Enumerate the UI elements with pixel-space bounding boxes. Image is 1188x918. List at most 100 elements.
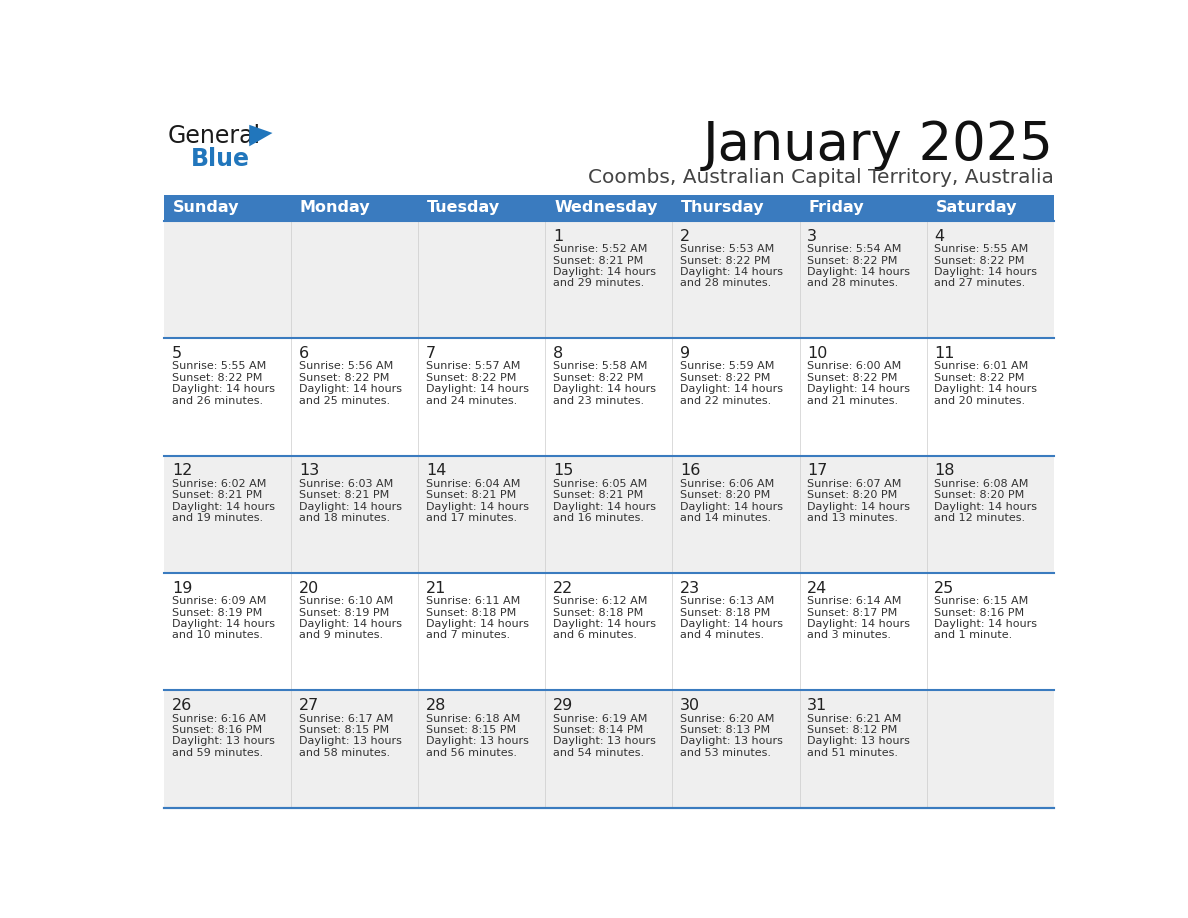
Text: Sunset: 8:22 PM: Sunset: 8:22 PM	[426, 373, 517, 383]
Text: Sunrise: 6:06 AM: Sunrise: 6:06 AM	[681, 479, 775, 489]
Text: Daylight: 14 hours: Daylight: 14 hours	[934, 267, 1037, 277]
Text: Saturday: Saturday	[935, 200, 1017, 216]
Text: Daylight: 14 hours: Daylight: 14 hours	[299, 385, 402, 394]
Text: Sunset: 8:13 PM: Sunset: 8:13 PM	[681, 725, 770, 735]
Text: Sunrise: 6:17 AM: Sunrise: 6:17 AM	[299, 713, 393, 723]
Text: Sunset: 8:18 PM: Sunset: 8:18 PM	[681, 608, 770, 618]
Text: Sunrise: 6:20 AM: Sunrise: 6:20 AM	[681, 713, 775, 723]
Text: Sunset: 8:17 PM: Sunset: 8:17 PM	[808, 608, 897, 618]
Text: Blue: Blue	[191, 147, 251, 171]
Text: Sunrise: 5:59 AM: Sunrise: 5:59 AM	[681, 362, 775, 372]
Text: Friday: Friday	[808, 200, 864, 216]
Text: 23: 23	[681, 581, 700, 596]
Text: and 16 minutes.: and 16 minutes.	[554, 513, 644, 523]
Bar	[164, 573, 1054, 690]
Text: 10: 10	[808, 346, 828, 361]
Text: 24: 24	[808, 581, 828, 596]
Text: Daylight: 14 hours: Daylight: 14 hours	[172, 619, 274, 629]
Text: and 9 minutes.: and 9 minutes.	[299, 631, 383, 641]
Text: Sunrise: 6:02 AM: Sunrise: 6:02 AM	[172, 479, 266, 489]
Text: and 22 minutes.: and 22 minutes.	[681, 396, 771, 406]
Text: General: General	[168, 124, 261, 148]
Text: Sunset: 8:18 PM: Sunset: 8:18 PM	[426, 608, 517, 618]
Text: 20: 20	[299, 581, 320, 596]
Text: and 25 minutes.: and 25 minutes.	[299, 396, 390, 406]
Text: 4: 4	[934, 229, 944, 244]
Text: Sunrise: 6:10 AM: Sunrise: 6:10 AM	[299, 596, 393, 606]
Text: 29: 29	[554, 698, 574, 713]
Text: and 54 minutes.: and 54 minutes.	[554, 748, 644, 757]
Text: 1: 1	[554, 229, 563, 244]
Text: 3: 3	[808, 229, 817, 244]
Text: Daylight: 13 hours: Daylight: 13 hours	[808, 736, 910, 746]
Text: Daylight: 14 hours: Daylight: 14 hours	[934, 385, 1037, 394]
Text: Daylight: 14 hours: Daylight: 14 hours	[426, 501, 529, 511]
Text: Daylight: 13 hours: Daylight: 13 hours	[681, 736, 783, 746]
Text: and 53 minutes.: and 53 minutes.	[681, 748, 771, 757]
Text: Daylight: 14 hours: Daylight: 14 hours	[681, 619, 783, 629]
Text: Sunrise: 6:13 AM: Sunrise: 6:13 AM	[681, 596, 775, 606]
Text: Sunset: 8:22 PM: Sunset: 8:22 PM	[681, 255, 771, 265]
Text: and 28 minutes.: and 28 minutes.	[808, 278, 898, 288]
Text: Daylight: 14 hours: Daylight: 14 hours	[934, 501, 1037, 511]
Text: Sunset: 8:22 PM: Sunset: 8:22 PM	[808, 255, 898, 265]
Text: Sunrise: 6:16 AM: Sunrise: 6:16 AM	[172, 713, 266, 723]
Text: 26: 26	[172, 698, 192, 713]
Text: Sunrise: 6:11 AM: Sunrise: 6:11 AM	[426, 596, 520, 606]
Text: 11: 11	[934, 346, 955, 361]
Text: Monday: Monday	[301, 200, 371, 216]
Text: Daylight: 14 hours: Daylight: 14 hours	[681, 501, 783, 511]
Text: and 17 minutes.: and 17 minutes.	[426, 513, 517, 523]
Text: Sunrise: 6:21 AM: Sunrise: 6:21 AM	[808, 713, 902, 723]
Text: 7: 7	[426, 346, 436, 361]
Text: and 12 minutes.: and 12 minutes.	[934, 513, 1025, 523]
Text: Sunset: 8:15 PM: Sunset: 8:15 PM	[299, 725, 388, 735]
Text: and 27 minutes.: and 27 minutes.	[934, 278, 1025, 288]
Text: Daylight: 14 hours: Daylight: 14 hours	[808, 619, 910, 629]
Text: Sunset: 8:21 PM: Sunset: 8:21 PM	[554, 490, 643, 500]
Text: Sunset: 8:22 PM: Sunset: 8:22 PM	[172, 373, 263, 383]
Text: Sunrise: 6:19 AM: Sunrise: 6:19 AM	[554, 713, 647, 723]
Text: and 13 minutes.: and 13 minutes.	[808, 513, 898, 523]
Text: Sunset: 8:16 PM: Sunset: 8:16 PM	[172, 725, 261, 735]
Text: Sunset: 8:22 PM: Sunset: 8:22 PM	[934, 255, 1025, 265]
Text: and 3 minutes.: and 3 minutes.	[808, 631, 891, 641]
Text: 28: 28	[426, 698, 447, 713]
Bar	[164, 455, 1054, 573]
Text: and 58 minutes.: and 58 minutes.	[299, 748, 390, 757]
Text: Sunrise: 5:54 AM: Sunrise: 5:54 AM	[808, 244, 902, 254]
Text: Daylight: 14 hours: Daylight: 14 hours	[299, 619, 402, 629]
Text: 21: 21	[426, 581, 447, 596]
Text: 30: 30	[681, 698, 700, 713]
Text: 13: 13	[299, 464, 320, 478]
Text: Daylight: 13 hours: Daylight: 13 hours	[554, 736, 656, 746]
Text: and 56 minutes.: and 56 minutes.	[426, 748, 517, 757]
Text: Sunrise: 6:14 AM: Sunrise: 6:14 AM	[808, 596, 902, 606]
Text: 16: 16	[681, 464, 701, 478]
Text: Daylight: 14 hours: Daylight: 14 hours	[808, 267, 910, 277]
Text: and 20 minutes.: and 20 minutes.	[934, 396, 1025, 406]
Text: Sunrise: 6:07 AM: Sunrise: 6:07 AM	[808, 479, 902, 489]
Text: and 21 minutes.: and 21 minutes.	[808, 396, 898, 406]
Text: 6: 6	[299, 346, 309, 361]
Text: and 7 minutes.: and 7 minutes.	[426, 631, 510, 641]
Text: Sunrise: 6:08 AM: Sunrise: 6:08 AM	[934, 479, 1029, 489]
Text: Sunrise: 5:56 AM: Sunrise: 5:56 AM	[299, 362, 393, 372]
Text: Daylight: 13 hours: Daylight: 13 hours	[299, 736, 402, 746]
Text: Sunset: 8:19 PM: Sunset: 8:19 PM	[172, 608, 263, 618]
Text: Daylight: 14 hours: Daylight: 14 hours	[808, 501, 910, 511]
Text: 18: 18	[934, 464, 955, 478]
Text: Daylight: 14 hours: Daylight: 14 hours	[554, 619, 656, 629]
Bar	[164, 690, 1054, 808]
Text: Coombs, Australian Capital Territory, Australia: Coombs, Australian Capital Territory, Au…	[588, 168, 1054, 187]
Text: Sunset: 8:12 PM: Sunset: 8:12 PM	[808, 725, 897, 735]
Text: Sunset: 8:22 PM: Sunset: 8:22 PM	[299, 373, 390, 383]
Text: and 1 minute.: and 1 minute.	[934, 631, 1012, 641]
Text: Sunset: 8:16 PM: Sunset: 8:16 PM	[934, 608, 1024, 618]
Text: 31: 31	[808, 698, 828, 713]
Text: Wednesday: Wednesday	[554, 200, 658, 216]
Text: Daylight: 14 hours: Daylight: 14 hours	[934, 619, 1037, 629]
Bar	[164, 195, 1054, 221]
Text: Sunrise: 5:53 AM: Sunrise: 5:53 AM	[681, 244, 775, 254]
Bar	[164, 339, 1054, 455]
